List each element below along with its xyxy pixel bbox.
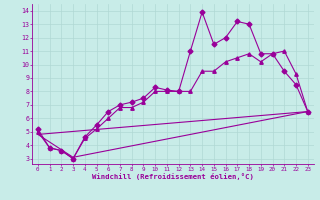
X-axis label: Windchill (Refroidissement éolien,°C): Windchill (Refroidissement éolien,°C) <box>92 173 254 180</box>
